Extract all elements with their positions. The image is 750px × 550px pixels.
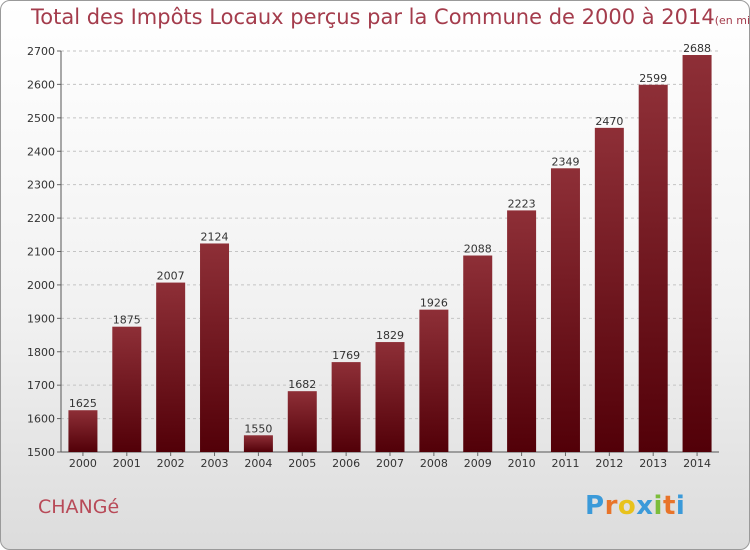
bar-2012 (594, 127, 624, 452)
data-label-2011: 2349 (551, 155, 579, 168)
y-tick-label: 2300 (27, 179, 55, 192)
data-label-2005: 1682 (288, 378, 316, 391)
x-tick-label: 2003 (201, 457, 229, 470)
x-tick-label: 2010 (508, 457, 536, 470)
y-tick-label: 2200 (27, 212, 55, 225)
data-label-2008: 1926 (420, 297, 448, 310)
bar-2007 (375, 342, 405, 452)
data-label-2009: 2088 (464, 243, 492, 256)
x-tick-label: 2013 (639, 457, 667, 470)
x-tick-label: 2006 (332, 457, 360, 470)
x-tick-label: 2001 (113, 457, 141, 470)
data-label-2013: 2599 (639, 72, 667, 85)
data-label-2000: 1625 (69, 397, 97, 410)
chart-title-text: Total des Impôts Locaux perçus par la Co… (31, 5, 715, 29)
chart-unit-label: (en milliers d'€) (714, 14, 750, 27)
x-tick-label: 2012 (595, 457, 623, 470)
y-tick-label: 1800 (27, 346, 55, 359)
data-label-2001: 1875 (113, 314, 141, 327)
logo-letter: x (636, 491, 654, 521)
bar-2013 (638, 84, 668, 453)
y-tick-label: 1700 (27, 379, 55, 392)
x-tick-label: 2009 (464, 457, 492, 470)
y-tick-label: 2400 (27, 145, 55, 158)
logo-letter: o (617, 491, 637, 521)
bar-2008 (419, 309, 449, 452)
data-label-2002: 2007 (157, 270, 185, 283)
x-tick-label: 2000 (69, 457, 97, 470)
y-tick-label: 2100 (27, 246, 55, 259)
bar-2010 (507, 210, 537, 452)
data-label-2006: 1769 (332, 349, 360, 362)
y-tick-label: 2000 (27, 279, 55, 292)
proxiti-logo: Proxiti (585, 491, 685, 521)
bar-2000 (68, 410, 98, 452)
bar-2001 (112, 326, 142, 452)
x-tick-label: 2014 (683, 457, 711, 470)
bar-2005 (287, 391, 317, 452)
y-tick-label: 2600 (27, 78, 55, 91)
y-tick-label: 1500 (27, 446, 55, 459)
logo-letter: i (675, 491, 686, 521)
bar-2004 (243, 435, 273, 452)
x-tick-label: 2011 (551, 457, 579, 470)
x-tick-label: 2008 (420, 457, 448, 470)
y-tick-label: 2700 (27, 45, 55, 58)
data-label-2014: 2688 (683, 42, 711, 55)
x-tick-label: 2005 (288, 457, 316, 470)
logo-letter: i (653, 491, 663, 521)
bar-2003 (200, 243, 230, 452)
bar-2011 (550, 168, 580, 453)
y-tick-label: 2500 (27, 112, 55, 125)
x-tick-label: 2007 (376, 457, 404, 470)
chart-title: Total des Impôts Locaux perçus par la Co… (31, 5, 750, 29)
data-label-2007: 1829 (376, 329, 404, 342)
data-label-2004: 1550 (244, 422, 272, 435)
bar-2014 (682, 55, 712, 452)
logo-letter: P (585, 491, 605, 521)
y-tick-label: 1600 (27, 413, 55, 426)
y-tick-label: 1900 (27, 312, 55, 325)
commune-name: CHANGé (38, 496, 120, 518)
x-tick-label: 2004 (244, 457, 272, 470)
bar-2002 (156, 282, 186, 452)
bar-2006 (331, 362, 361, 452)
bar-2009 (463, 255, 493, 452)
data-label-2010: 2223 (508, 197, 536, 210)
data-label-2003: 2124 (201, 230, 229, 243)
x-tick-label: 2002 (157, 457, 185, 470)
data-label-2012: 2470 (595, 115, 623, 128)
logo-letter: r (604, 491, 618, 521)
logo-letter: t (662, 491, 676, 521)
